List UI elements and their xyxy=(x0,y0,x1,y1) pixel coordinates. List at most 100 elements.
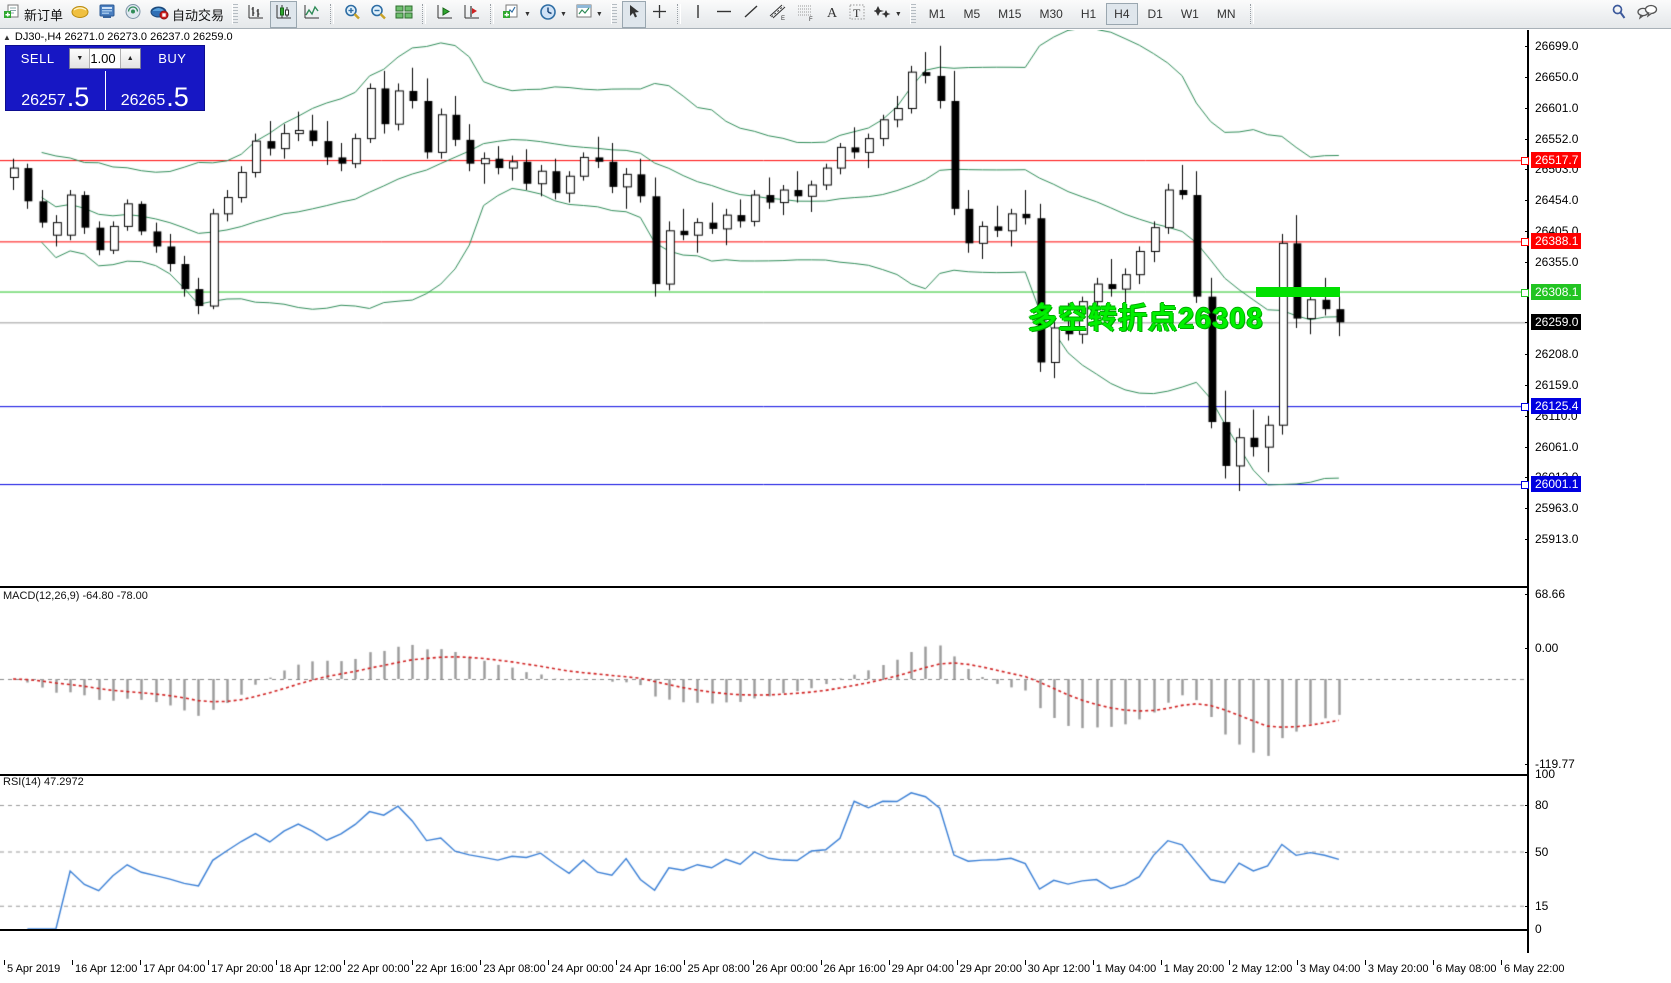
price-tick-label: 26355.0 xyxy=(1535,255,1579,270)
cursor-button[interactable] xyxy=(621,0,646,28)
fibonacci-button[interactable]: F xyxy=(793,2,819,27)
search-button[interactable] xyxy=(1607,2,1631,27)
macd-tick-label: 68.66 xyxy=(1535,587,1566,601)
chat-button[interactable] xyxy=(1633,2,1661,27)
toolbar-separator-3 xyxy=(490,4,495,24)
time-tick xyxy=(1296,960,1298,965)
level-line-handle[interactable] xyxy=(1521,157,1529,166)
level-line-handle[interactable] xyxy=(1521,481,1529,490)
sell-price[interactable]: 26257 .5 xyxy=(6,71,105,110)
price-tick: 26601.0 xyxy=(1524,101,1578,115)
add-indicator-dropdown-arrow[interactable]: ▼ xyxy=(524,10,531,18)
time-tick xyxy=(344,960,346,965)
chart-shift-button[interactable] xyxy=(459,2,484,27)
time-scale[interactable]: 5 Apr 2019 16 Apr 12:00 17 Apr 04:00 17 Apr… xyxy=(0,960,1565,983)
period-dropdown-arrow[interactable]: ▼ xyxy=(559,10,567,18)
period-button[interactable]: ▼ xyxy=(536,2,570,27)
candlestick-chart-button[interactable] xyxy=(270,0,298,28)
level-line-handle[interactable] xyxy=(1521,403,1529,412)
price-tick-label: 25913.0 xyxy=(1535,532,1579,547)
price-level-badge[interactable]: 26001.1 xyxy=(1531,476,1582,493)
time-tick xyxy=(1160,960,1162,965)
timeframe-w1[interactable]: W1 xyxy=(1180,7,1199,21)
rsi-tick: 15 xyxy=(1524,899,1548,913)
zoom-out-button[interactable] xyxy=(366,2,390,27)
price-scale[interactable]: 26699.0 26650.0 26601.0 26552.0 26503.0 26454… xyxy=(1524,30,1671,953)
timeframe-mn[interactable]: MN xyxy=(1216,7,1236,21)
price-level-badge[interactable]: 26259.0 xyxy=(1531,314,1582,331)
timeframe-m30[interactable]: M30 xyxy=(1039,7,1063,21)
equidistant-channel-button[interactable]: E xyxy=(765,2,791,27)
toolbar-grip-3 xyxy=(909,4,916,24)
price-level-badge[interactable]: 26517.7 xyxy=(1531,152,1582,169)
price-level-badge[interactable]: 26388.1 xyxy=(1531,233,1582,250)
time-tick-label: 30 Apr 12:00 xyxy=(1027,963,1091,975)
templates-button[interactable]: ▼ xyxy=(572,2,606,27)
text-button[interactable]: A xyxy=(821,2,843,27)
price-level-badge[interactable]: 26308.1 xyxy=(1531,283,1582,300)
trendline-button[interactable] xyxy=(739,2,763,27)
volume-stepper[interactable]: ▼ 1.00 ▲ xyxy=(69,48,141,69)
one-click-trading-panel[interactable]: SELL ▼ 1.00 ▲ BUY 26257 .5 26265 .5 xyxy=(5,45,205,111)
green-level-marker[interactable] xyxy=(1256,286,1340,297)
buy-button[interactable]: BUY xyxy=(158,51,187,66)
templates-icon xyxy=(575,3,593,25)
volume-up-button[interactable]: ▲ xyxy=(119,49,140,68)
auto-scroll-button[interactable] xyxy=(432,2,457,27)
sell-button[interactable]: SELL xyxy=(20,51,55,66)
volume-down-button[interactable]: ▼ xyxy=(70,49,91,68)
toolbar-separator-2 xyxy=(422,4,427,24)
shapes-button[interactable]: ▼ xyxy=(871,2,905,27)
signals-button[interactable] xyxy=(121,2,145,27)
timeframe-m15[interactable]: M15 xyxy=(998,7,1022,21)
macd-tick: -119.77 xyxy=(1525,757,1575,771)
time-tick xyxy=(72,960,74,965)
macd-pane[interactable]: MACD(12,26,9) -64.80 -78.00 xyxy=(0,586,1527,776)
price-tick-label: 25963.0 xyxy=(1535,500,1579,515)
horizontal-line-button[interactable] xyxy=(711,2,737,27)
level-line-handle[interactable] xyxy=(1521,288,1529,297)
new-order-button[interactable]: 新订单 xyxy=(1,2,66,27)
chart-container[interactable]: MACD(12,26,9) -64.80 -78.00 RSI(14) 47.2… xyxy=(0,30,1671,975)
add-indicator-button[interactable]: ▼ xyxy=(500,2,534,27)
chart-canvas[interactable] xyxy=(0,30,1671,953)
timeframe-m5[interactable]: M5 xyxy=(963,7,981,21)
level-line-handle[interactable] xyxy=(1521,238,1529,247)
new-order-icon xyxy=(4,3,21,25)
rsi-pane[interactable]: RSI(14) 47.2972 xyxy=(0,774,1527,931)
timeframe-m1[interactable]: M1 xyxy=(928,7,946,21)
line-chart-button[interactable] xyxy=(299,2,324,27)
line-chart-icon xyxy=(302,3,321,26)
auto-trading-button[interactable]: 自动交易 xyxy=(147,2,227,27)
price-level-badge[interactable]: 26125.4 xyxy=(1531,398,1582,415)
buy-price-int: 26265 xyxy=(120,92,166,109)
buy-price[interactable]: 26265 .5 xyxy=(106,71,205,110)
timeframe-d1[interactable]: D1 xyxy=(1147,7,1163,21)
text-label-button[interactable]: T xyxy=(845,2,869,27)
price-tick-label: 26208.0 xyxy=(1535,347,1579,362)
price-tick-label: 26552.0 xyxy=(1535,131,1579,146)
time-tick-label: 17 Apr 20:00 xyxy=(211,963,274,975)
zoom-in-button[interactable] xyxy=(340,2,364,27)
crosshair-button[interactable] xyxy=(648,2,671,27)
chart-annotation-text[interactable]: 多空转折点26308 xyxy=(1028,302,1264,335)
bar-chart-button[interactable] xyxy=(243,2,268,27)
wallet-button[interactable] xyxy=(68,2,93,27)
timeframe-h4[interactable]: H4 xyxy=(1106,3,1138,25)
shapes-dropdown-arrow[interactable]: ▼ xyxy=(894,10,902,18)
signals-icon xyxy=(124,3,142,25)
volume-input[interactable]: 1.00 xyxy=(90,51,116,66)
trendline-icon xyxy=(742,3,760,25)
time-tick-label: 3 May 04:00 xyxy=(1299,963,1361,975)
text-icon: A xyxy=(824,3,840,25)
price-pane[interactable] xyxy=(0,30,1527,530)
search-icon xyxy=(1610,3,1628,26)
tile-windows-button[interactable] xyxy=(392,2,416,27)
timeframe-h1[interactable]: H1 xyxy=(1080,7,1097,21)
terminal-button[interactable] xyxy=(95,2,119,27)
vertical-line-button[interactable] xyxy=(687,2,709,27)
templates-dropdown-arrow[interactable]: ▼ xyxy=(595,10,603,18)
candlestick-chart-icon xyxy=(274,3,293,26)
time-tick-label: 22 Apr 16:00 xyxy=(415,963,478,975)
rsi-tick: 100 xyxy=(1524,767,1555,781)
